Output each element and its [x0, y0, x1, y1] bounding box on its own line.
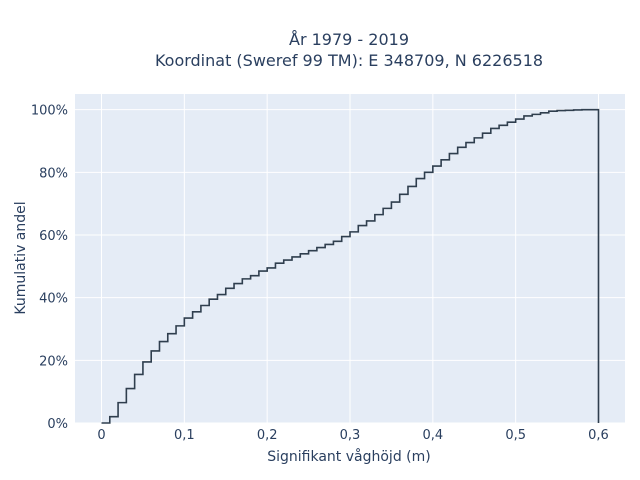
- x-tick-label: 0,4: [422, 428, 443, 443]
- y-axis-title: Kumulativ andel: [13, 201, 29, 314]
- y-tick-labels: 0% 20% 40% 60% 80% 100%: [31, 104, 68, 432]
- y-tick-label: 20%: [39, 354, 68, 369]
- x-tick-label: 0,2: [257, 428, 278, 443]
- y-tick-label: 40%: [39, 292, 68, 307]
- x-tick-label: 0,3: [340, 428, 361, 443]
- series-layer: [101, 108, 600, 424]
- x-tick-label: 0: [97, 428, 105, 443]
- x-axis-title: Signifikant våghöjd (m): [267, 448, 430, 465]
- x-tick-labels: 0 0,1 0,2 0,3 0,4 0,5 0,6: [97, 428, 608, 443]
- y-tick-label: 0%: [47, 417, 68, 432]
- y-tick-label: 100%: [31, 104, 68, 119]
- x-tick-label: 0,1: [174, 428, 195, 443]
- chart-title-line1: År 1979 - 2019: [289, 30, 409, 49]
- x-tick-label: 0,6: [588, 428, 609, 443]
- y-tick-label: 80%: [39, 166, 68, 181]
- cdf-step-line: [101, 108, 600, 424]
- y-tick-label: 60%: [39, 229, 68, 244]
- chart-title-line2: Koordinat (Sweref 99 TM): E 348709, N 62…: [155, 51, 543, 70]
- x-tick-label: 0,5: [505, 428, 526, 443]
